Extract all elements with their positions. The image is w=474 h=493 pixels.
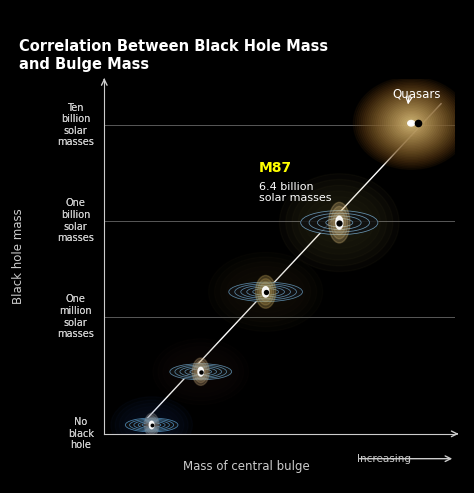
Ellipse shape [337,218,341,227]
Ellipse shape [382,100,440,146]
Ellipse shape [197,366,204,377]
Ellipse shape [378,97,444,149]
Text: Quasars: Quasars [392,88,440,101]
Ellipse shape [194,361,208,383]
Ellipse shape [390,106,432,140]
Text: M87: M87 [259,161,292,175]
Ellipse shape [392,108,430,139]
Ellipse shape [355,79,467,168]
Ellipse shape [336,216,343,229]
Text: Ten
billion
solar
masses: Ten billion solar masses [57,103,94,147]
Ellipse shape [353,77,469,170]
Text: Correlation Between Black Hole Mass
and Bulge Mass: Correlation Between Black Hole Mass and … [19,39,328,72]
Ellipse shape [409,122,413,125]
Ellipse shape [398,112,425,134]
Text: Ten
billion
solar
masses: Ten billion solar masses [57,103,94,147]
Text: Mass of central bulge: Mass of central bulge [183,460,310,473]
Ellipse shape [388,105,434,141]
Ellipse shape [335,214,344,231]
Ellipse shape [255,276,276,308]
Ellipse shape [369,89,454,157]
Ellipse shape [408,120,415,126]
Ellipse shape [365,86,457,160]
Ellipse shape [149,420,155,430]
Ellipse shape [361,83,461,163]
Ellipse shape [405,119,417,128]
Text: One
million
solar
masses: One million solar masses [57,294,94,339]
Ellipse shape [357,80,465,166]
Ellipse shape [331,207,348,239]
Ellipse shape [384,102,438,145]
Ellipse shape [410,123,412,124]
Ellipse shape [363,85,459,162]
Ellipse shape [380,99,442,148]
Text: No
black
hole: No black hole [68,417,94,451]
Ellipse shape [262,286,269,297]
Ellipse shape [125,419,178,431]
Ellipse shape [260,282,272,302]
Text: One
billion
solar
masses: One billion solar masses [57,199,94,243]
Ellipse shape [374,94,448,152]
Ellipse shape [400,114,423,133]
Ellipse shape [403,117,419,129]
Ellipse shape [373,93,450,154]
Ellipse shape [199,369,202,375]
Ellipse shape [170,364,232,379]
Ellipse shape [301,211,378,234]
Ellipse shape [146,416,157,434]
Ellipse shape [257,279,273,305]
Ellipse shape [147,418,156,432]
Ellipse shape [264,288,268,295]
Text: Black hole mass: Black hole mass [12,209,26,304]
Ellipse shape [359,82,463,165]
Ellipse shape [401,115,421,131]
Ellipse shape [376,96,446,151]
Ellipse shape [229,283,302,301]
Ellipse shape [410,122,413,125]
Ellipse shape [333,211,346,235]
Ellipse shape [396,111,427,136]
Text: One
million
solar
masses: One million solar masses [57,294,94,339]
Ellipse shape [386,103,436,143]
Ellipse shape [407,120,415,126]
Text: One
billion
solar
masses: One billion solar masses [57,199,94,243]
Ellipse shape [328,202,350,243]
Text: Increasing: Increasing [357,454,411,464]
Ellipse shape [371,91,452,156]
Ellipse shape [150,423,153,427]
Ellipse shape [367,88,456,159]
Ellipse shape [196,363,206,380]
Ellipse shape [149,421,154,429]
Ellipse shape [262,285,270,298]
Ellipse shape [394,109,428,137]
Text: 6.4 billion
solar masses: 6.4 billion solar masses [259,182,331,204]
Text: No
black
hole: No black hole [68,417,94,451]
Ellipse shape [198,367,203,376]
Ellipse shape [192,358,209,386]
Ellipse shape [145,413,159,437]
